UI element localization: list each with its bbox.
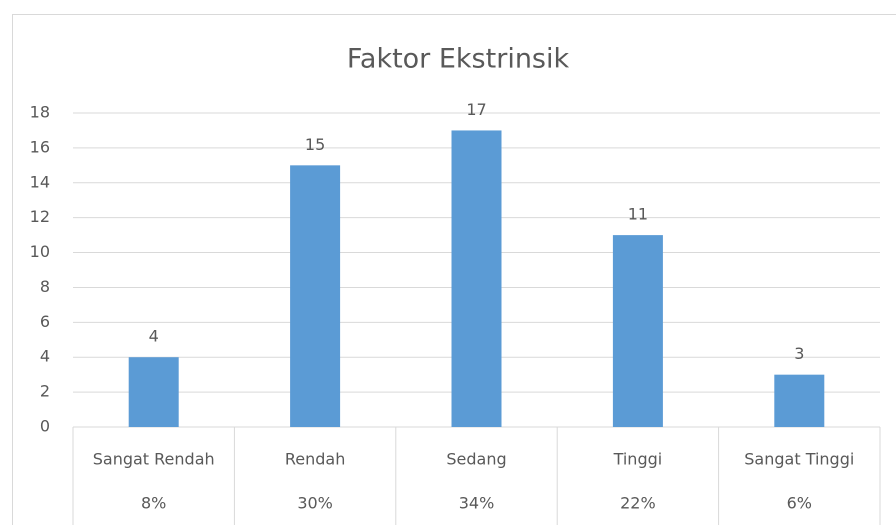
x-tick-label: Tinggi — [613, 450, 663, 469]
y-tick-label: 18 — [30, 103, 50, 122]
bar — [774, 374, 825, 427]
y-tick-label: 8 — [40, 277, 50, 296]
bar — [451, 130, 502, 427]
y-tick-label: 16 — [30, 137, 50, 156]
y-tick-label: 12 — [30, 207, 50, 226]
bar — [290, 165, 341, 428]
y-tick-label: 4 — [40, 347, 50, 366]
y-tick-label: 2 — [40, 382, 50, 401]
data-label: 4 — [149, 327, 159, 346]
y-tick-label: 0 — [40, 417, 50, 436]
data-label: 3 — [794, 344, 804, 363]
data-label: 11 — [628, 205, 648, 224]
x-tick-label: Sangat Tinggi — [744, 450, 854, 469]
y-tick-label: 14 — [30, 172, 50, 191]
share-label: 34% — [459, 494, 495, 513]
chart-title: Faktor Ekstrinsik — [347, 44, 570, 75]
y-tick-label: 10 — [30, 242, 50, 261]
share-label: 30% — [297, 494, 333, 513]
x-tick-label: Sangat Rendah — [93, 450, 215, 469]
x-tick-label: Rendah — [285, 450, 345, 469]
share-label: 8% — [141, 494, 166, 513]
x-tick-label: Sedang — [446, 450, 506, 469]
share-label: 6% — [787, 494, 812, 513]
y-tick-label: 6 — [40, 312, 50, 331]
data-label: 15 — [305, 135, 325, 154]
data-label: 17 — [466, 100, 486, 119]
bar — [612, 235, 663, 427]
share-label: 22% — [620, 494, 656, 513]
bar — [128, 357, 179, 427]
